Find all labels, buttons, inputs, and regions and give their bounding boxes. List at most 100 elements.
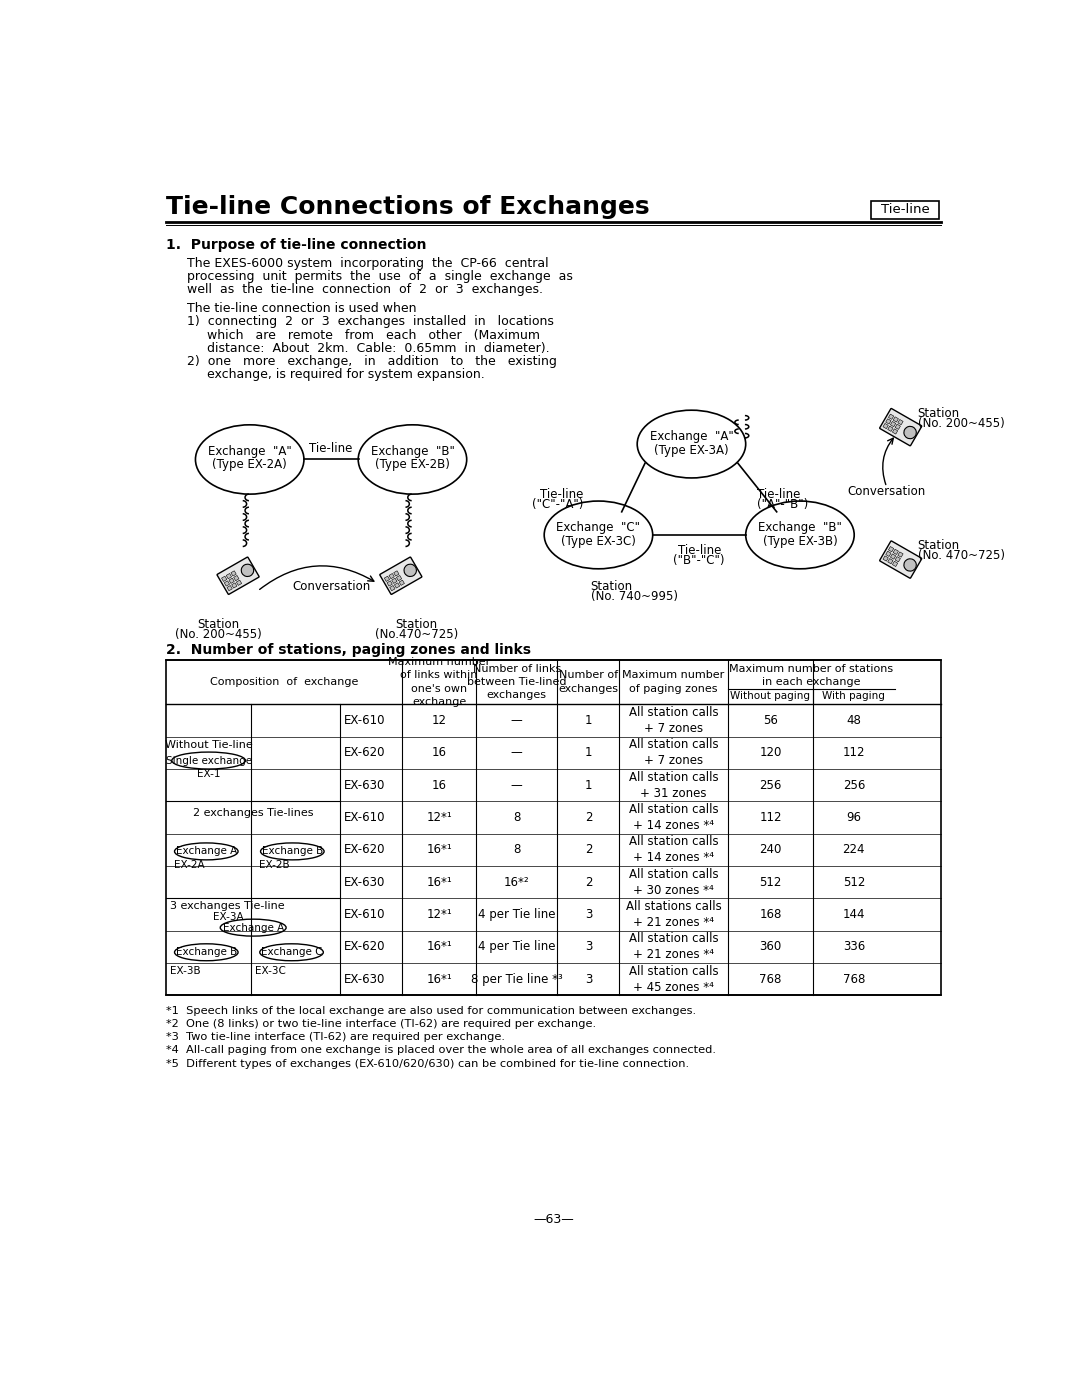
Text: The tie-line connection is used when: The tie-line connection is used when <box>187 302 417 316</box>
Bar <box>225 581 230 587</box>
Bar <box>892 429 897 434</box>
Text: ("B"-"C"): ("B"-"C") <box>674 555 725 567</box>
Text: EX-1: EX-1 <box>197 768 220 778</box>
Text: All station calls
+ 45 zones *⁴: All station calls + 45 zones *⁴ <box>629 965 718 993</box>
Bar <box>895 556 901 562</box>
Bar <box>231 571 237 576</box>
Text: 144: 144 <box>842 908 865 921</box>
Text: 1: 1 <box>584 714 592 726</box>
Text: (No.470~725): (No.470~725) <box>375 629 458 641</box>
Text: ("A"-"B"): ("A"-"B") <box>757 497 809 511</box>
Bar <box>387 581 392 587</box>
Text: 12*¹: 12*¹ <box>427 908 453 921</box>
Bar <box>232 583 237 588</box>
Text: All station calls
+ 14 zones *⁴: All station calls + 14 zones *⁴ <box>629 803 718 833</box>
Text: 12*¹: 12*¹ <box>427 812 453 824</box>
Text: *1  Speech links of the local exchange are also used for communication between e: *1 Speech links of the local exchange ar… <box>166 1006 697 1016</box>
Text: All station calls
+ 30 zones *⁴: All station calls + 30 zones *⁴ <box>629 868 718 897</box>
Bar <box>890 553 895 559</box>
Text: All station calls
+ 21 zones *⁴: All station calls + 21 zones *⁴ <box>629 932 718 961</box>
Text: All station calls
+ 31 zones: All station calls + 31 zones <box>629 771 718 799</box>
Text: *2  One (8 links) or two tie-line interface (TI-62) are required per exchange.: *2 One (8 links) or two tie-line interfa… <box>166 1020 596 1030</box>
Bar <box>892 562 897 567</box>
Text: EX-620: EX-620 <box>345 746 386 760</box>
Text: 16*¹: 16*¹ <box>427 876 453 888</box>
Circle shape <box>404 564 417 577</box>
Bar <box>389 574 394 578</box>
Text: ("C"-"A"): ("C"-"A") <box>531 497 583 511</box>
Bar <box>394 571 399 576</box>
Text: 1)  connecting  2  or  3  exchanges  installed  in   locations: 1) connecting 2 or 3 exchanges installed… <box>187 316 554 328</box>
Text: Tie-line: Tie-line <box>757 488 800 500</box>
Bar <box>893 549 899 555</box>
Bar <box>384 576 390 581</box>
Text: 2: 2 <box>584 844 592 856</box>
Text: (Type EX-3C): (Type EX-3C) <box>561 535 636 548</box>
Text: 512: 512 <box>759 876 782 888</box>
Text: 8 per Tie line *³: 8 per Tie line *³ <box>471 972 563 986</box>
Bar <box>883 423 889 429</box>
Text: *4  All-call paging from one exchange is placed over the whole area of all excha: *4 All-call paging from one exchange is … <box>166 1045 716 1056</box>
Text: Without paging: Without paging <box>730 692 810 701</box>
Text: exchange, is required for system expansion.: exchange, is required for system expansi… <box>187 367 485 381</box>
Bar <box>897 552 903 557</box>
Bar <box>166 659 941 996</box>
Text: 2 exchanges Tie-lines: 2 exchanges Tie-lines <box>193 807 313 817</box>
Text: (No. 200~455): (No. 200~455) <box>918 416 1004 430</box>
Text: Station: Station <box>198 617 240 631</box>
Text: well  as  the  tie-line  connection  of  2  or  3  exchanges.: well as the tie-line connection of 2 or … <box>187 284 543 296</box>
Text: Number of links
between Tie-lined
exchanges: Number of links between Tie-lined exchan… <box>467 664 566 700</box>
Text: 3: 3 <box>584 940 592 953</box>
Text: (Type EX-3B): (Type EX-3B) <box>762 535 837 548</box>
Text: EX-610: EX-610 <box>345 714 386 726</box>
Text: 16*¹: 16*¹ <box>427 940 453 953</box>
Text: (Type EX-3A): (Type EX-3A) <box>654 444 729 457</box>
Text: All station calls
+ 14 zones *⁴: All station calls + 14 zones *⁴ <box>629 835 718 865</box>
Text: 768: 768 <box>842 972 865 986</box>
Bar <box>893 416 899 422</box>
FancyBboxPatch shape <box>217 557 259 594</box>
Text: *3  Two tie-line interface (TI-62) are required per exchange.: *3 Two tie-line interface (TI-62) are re… <box>166 1032 505 1042</box>
Text: 168: 168 <box>759 908 782 921</box>
Text: All station calls
+ 7 zones: All station calls + 7 zones <box>629 739 718 767</box>
Text: Maximum number
of links within
one's own
exchange: Maximum number of links within one's own… <box>388 657 490 707</box>
Text: EX-630: EX-630 <box>345 876 386 888</box>
Text: Exchange  "A": Exchange "A" <box>649 430 733 443</box>
Text: 256: 256 <box>842 778 865 792</box>
Text: Exchange A: Exchange A <box>222 922 284 933</box>
Bar <box>392 578 397 584</box>
Text: 12: 12 <box>432 714 447 726</box>
Text: Tie-line: Tie-line <box>881 204 930 217</box>
Text: 2.  Number of stations, paging zones and links: 2. Number of stations, paging zones and … <box>166 643 531 657</box>
Bar <box>886 552 891 556</box>
Bar <box>895 425 901 429</box>
Text: 3 exchanges Tie-line: 3 exchanges Tie-line <box>170 901 284 911</box>
Bar <box>889 546 894 552</box>
Text: 224: 224 <box>842 844 865 856</box>
Circle shape <box>904 559 916 571</box>
Text: Number of
exchanges: Number of exchanges <box>558 671 619 693</box>
Text: (No. 470~725): (No. 470~725) <box>918 549 1004 562</box>
Text: Station: Station <box>918 539 960 552</box>
Text: 120: 120 <box>759 746 782 760</box>
Text: (Type EX-2A): (Type EX-2A) <box>213 458 287 471</box>
Text: EX-620: EX-620 <box>345 940 386 953</box>
Text: —: — <box>511 746 523 760</box>
Bar <box>897 419 903 425</box>
Text: 56: 56 <box>764 714 778 726</box>
Text: (Type EX-2B): (Type EX-2B) <box>375 458 450 471</box>
Text: 48: 48 <box>847 714 861 726</box>
Text: Maximum number of stations
in each exchange: Maximum number of stations in each excha… <box>729 664 893 687</box>
Text: 3: 3 <box>584 972 592 986</box>
Text: Exchange A: Exchange A <box>176 847 237 856</box>
Bar <box>890 422 895 426</box>
Bar <box>883 556 889 562</box>
Text: —: — <box>511 778 523 792</box>
Text: —: — <box>511 714 523 726</box>
Text: 2)  one   more   exchange,   in   addition   to   the   existing: 2) one more exchange, in addition to the… <box>187 355 557 367</box>
Text: EX-2A: EX-2A <box>174 861 204 870</box>
Circle shape <box>904 426 916 439</box>
Text: 16*¹: 16*¹ <box>427 972 453 986</box>
Text: which   are   remote   from   each   other   (Maximum: which are remote from each other (Maximu… <box>187 328 540 342</box>
FancyArrowPatch shape <box>259 566 374 590</box>
